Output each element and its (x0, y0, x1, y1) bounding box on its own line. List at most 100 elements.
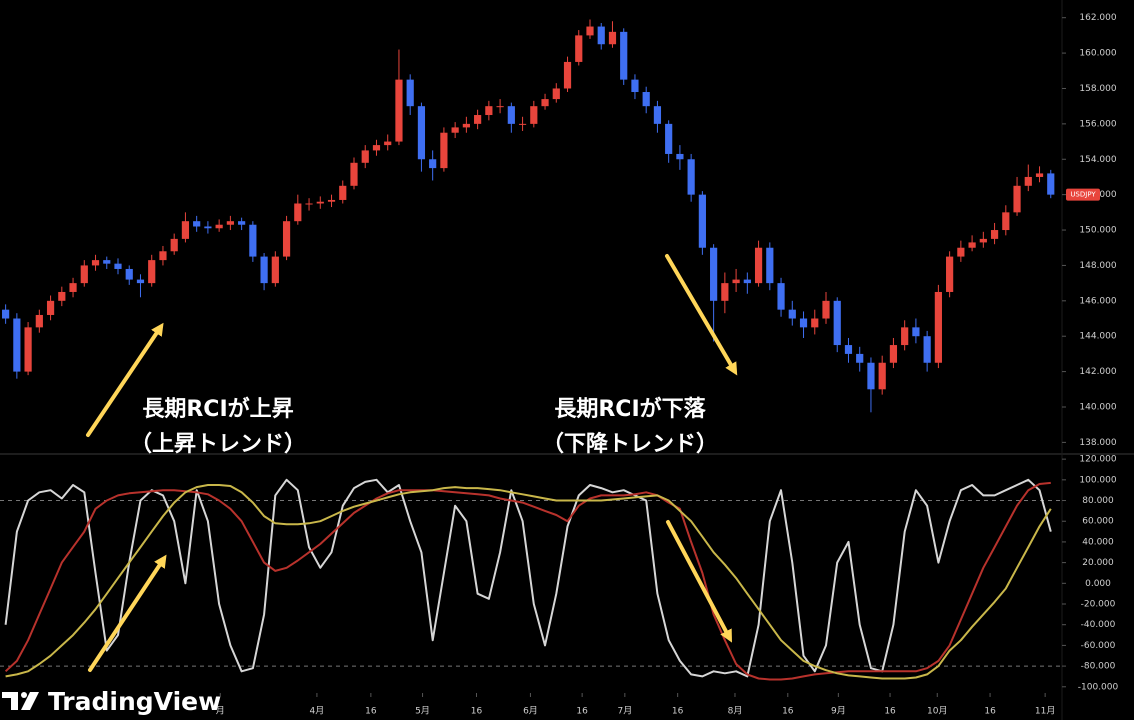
candle-body (1002, 212, 1010, 231)
watermark: TradingView (48, 687, 221, 716)
symbol-label: USDJPY (1070, 191, 1096, 199)
candle-body (103, 260, 111, 264)
arrow (666, 520, 732, 643)
annotation: 長期RCIが上昇 (142, 396, 293, 422)
y-tick-label: 150.000 (1079, 226, 1116, 236)
y-tick-label: 120.000 (1079, 455, 1116, 465)
candle-body (46, 300, 55, 315)
candle-body (518, 123, 527, 125)
candle-body (822, 300, 830, 319)
candle-body (732, 279, 740, 284)
candle-body (305, 203, 313, 205)
candle-body (440, 132, 448, 169)
y-tick-label: 20.000 (1082, 558, 1114, 568)
y-tick-label: 146.000 (1079, 296, 1116, 306)
logo-mark (21, 692, 39, 710)
candle-body (946, 256, 954, 292)
x-tick-label: 4月 (310, 706, 325, 717)
candle-body (530, 106, 538, 124)
y-tick-label: 140.000 (1079, 402, 1116, 412)
candle-body (271, 256, 279, 284)
candle-body (968, 242, 976, 248)
y-tick-label: 0.000 (1085, 579, 1111, 589)
x-tick-label: 11月 (1035, 706, 1055, 717)
candle-body (1013, 185, 1021, 213)
y-tick-label: 154.000 (1079, 155, 1116, 165)
arrow (665, 254, 738, 376)
candle-body (721, 283, 729, 301)
y-tick-label: 100.000 (1079, 475, 1116, 485)
candle-body (2, 309, 10, 319)
candle-body (788, 309, 796, 319)
candle-body (777, 283, 785, 310)
candle-body (260, 256, 268, 284)
candle-body (597, 26, 605, 45)
candle-body (24, 327, 32, 372)
y-tick-label: 162.000 (1079, 13, 1116, 23)
candle-body (350, 162, 358, 186)
candle-body (316, 201, 324, 204)
y-tick-label: 60.000 (1082, 517, 1114, 527)
candle-body (990, 230, 999, 239)
candle-body (372, 145, 381, 151)
candle-body (811, 318, 819, 328)
candle-body (979, 238, 987, 243)
arrow (86, 322, 164, 437)
candle-body (361, 150, 369, 163)
candle-body (395, 79, 403, 142)
y-tick-label: -40.000 (1081, 620, 1116, 630)
candle-body (91, 260, 100, 266)
candle-body (620, 31, 628, 80)
candle-body (698, 194, 706, 248)
candle-body (754, 247, 763, 284)
x-tick-label: 5月 (415, 706, 430, 717)
x-tick-label: 8月 (728, 706, 743, 717)
y-tick-label: 80.000 (1082, 496, 1114, 506)
candle-body (631, 79, 639, 93)
candle-body (114, 263, 122, 269)
candle-body (282, 221, 291, 257)
candle-body (878, 362, 886, 390)
y-tick-label: 148.000 (1079, 261, 1116, 271)
candle-body (901, 327, 909, 346)
y-tick-label: -20.000 (1081, 600, 1116, 610)
candle-body (159, 251, 167, 261)
candle-body (193, 221, 201, 227)
candle-body (249, 224, 257, 257)
candle-body (125, 268, 133, 280)
x-tick-label: 16 (984, 707, 996, 717)
annotation: （下降トレンド） (542, 432, 718, 457)
candle-body (417, 106, 426, 160)
candle-body (136, 279, 145, 284)
candle-body (474, 115, 482, 124)
candle-body (507, 106, 515, 124)
arrow (88, 554, 167, 672)
x-tick-label: 16 (365, 707, 377, 717)
logo-mark (21, 692, 27, 698)
candle-body (889, 345, 898, 363)
candles (2, 19, 1055, 413)
candle-body (541, 99, 549, 107)
candle-body (215, 224, 223, 229)
rci-line (4, 481, 1051, 681)
candle-body (1024, 176, 1032, 186)
x-tick-label: 16 (576, 707, 588, 717)
annotation: 長期RCIが下落 (554, 396, 706, 422)
candle-body (406, 79, 414, 107)
y-tick-label: -80.000 (1081, 662, 1116, 672)
candle-body (485, 106, 493, 116)
x-tick-label: 9月 (831, 706, 846, 717)
x-tick-label: 月 (216, 706, 225, 717)
candle-body (957, 247, 965, 257)
candle-body (58, 291, 66, 301)
candle-body (923, 336, 931, 363)
candle-body (429, 159, 437, 169)
candle-body (1047, 173, 1055, 195)
candle-body (710, 247, 718, 301)
rci-line (5, 484, 1052, 680)
candle-body (833, 300, 841, 346)
candle-body (743, 279, 751, 284)
